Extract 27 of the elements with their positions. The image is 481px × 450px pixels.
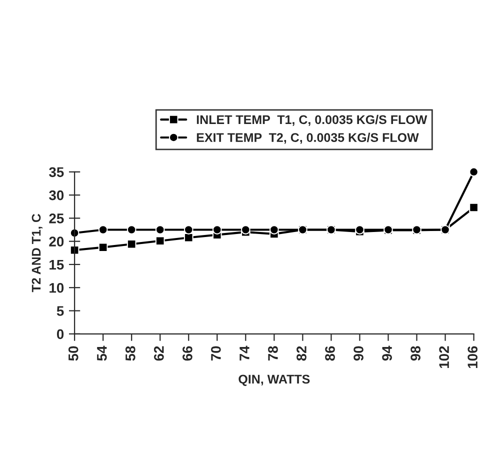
legend-label: EXIT TEMP T2, C, 0.0035 KG/S FLOW (196, 132, 419, 144)
x-tick-label: 74 (240, 346, 250, 361)
y-axis-title: T2 AND T1, C (32, 214, 42, 292)
x-tick-label: 102 (439, 346, 449, 368)
x-tick-label: 66 (182, 346, 192, 361)
x-tick-label: 58 (125, 346, 136, 361)
y-tick-label: 15 (50, 260, 64, 270)
y-tick-label: 30 (49, 190, 64, 200)
x-tick-label: 98 (410, 346, 420, 361)
y-tick-label: 25 (49, 214, 64, 224)
x-tick-label: 50 (68, 346, 78, 361)
y-tick-label: 10 (50, 282, 64, 293)
x-tick-label: 54 (97, 346, 107, 361)
legend-label: INLET TEMP T1, C, 0.0035 KG/S FLOW (196, 114, 428, 126)
x-axis-title: QIN, WATTS (238, 374, 310, 386)
x-tick-label: 106 (468, 346, 478, 368)
y-tick-label: 5 (56, 306, 64, 316)
x-tick-label: 86 (325, 346, 335, 361)
x-tick-label: 82 (296, 346, 306, 361)
y-tick-label: 0 (56, 329, 64, 340)
x-tick-label: 70 (211, 346, 221, 361)
y-tick-label: 35 (49, 167, 64, 178)
x-tick-label: 90 (354, 346, 364, 361)
x-tick-label: 78 (268, 346, 278, 361)
x-tick-label: 62 (154, 346, 164, 361)
y-tick-label: 20 (49, 236, 64, 246)
x-tick-label: 94 (382, 346, 392, 361)
